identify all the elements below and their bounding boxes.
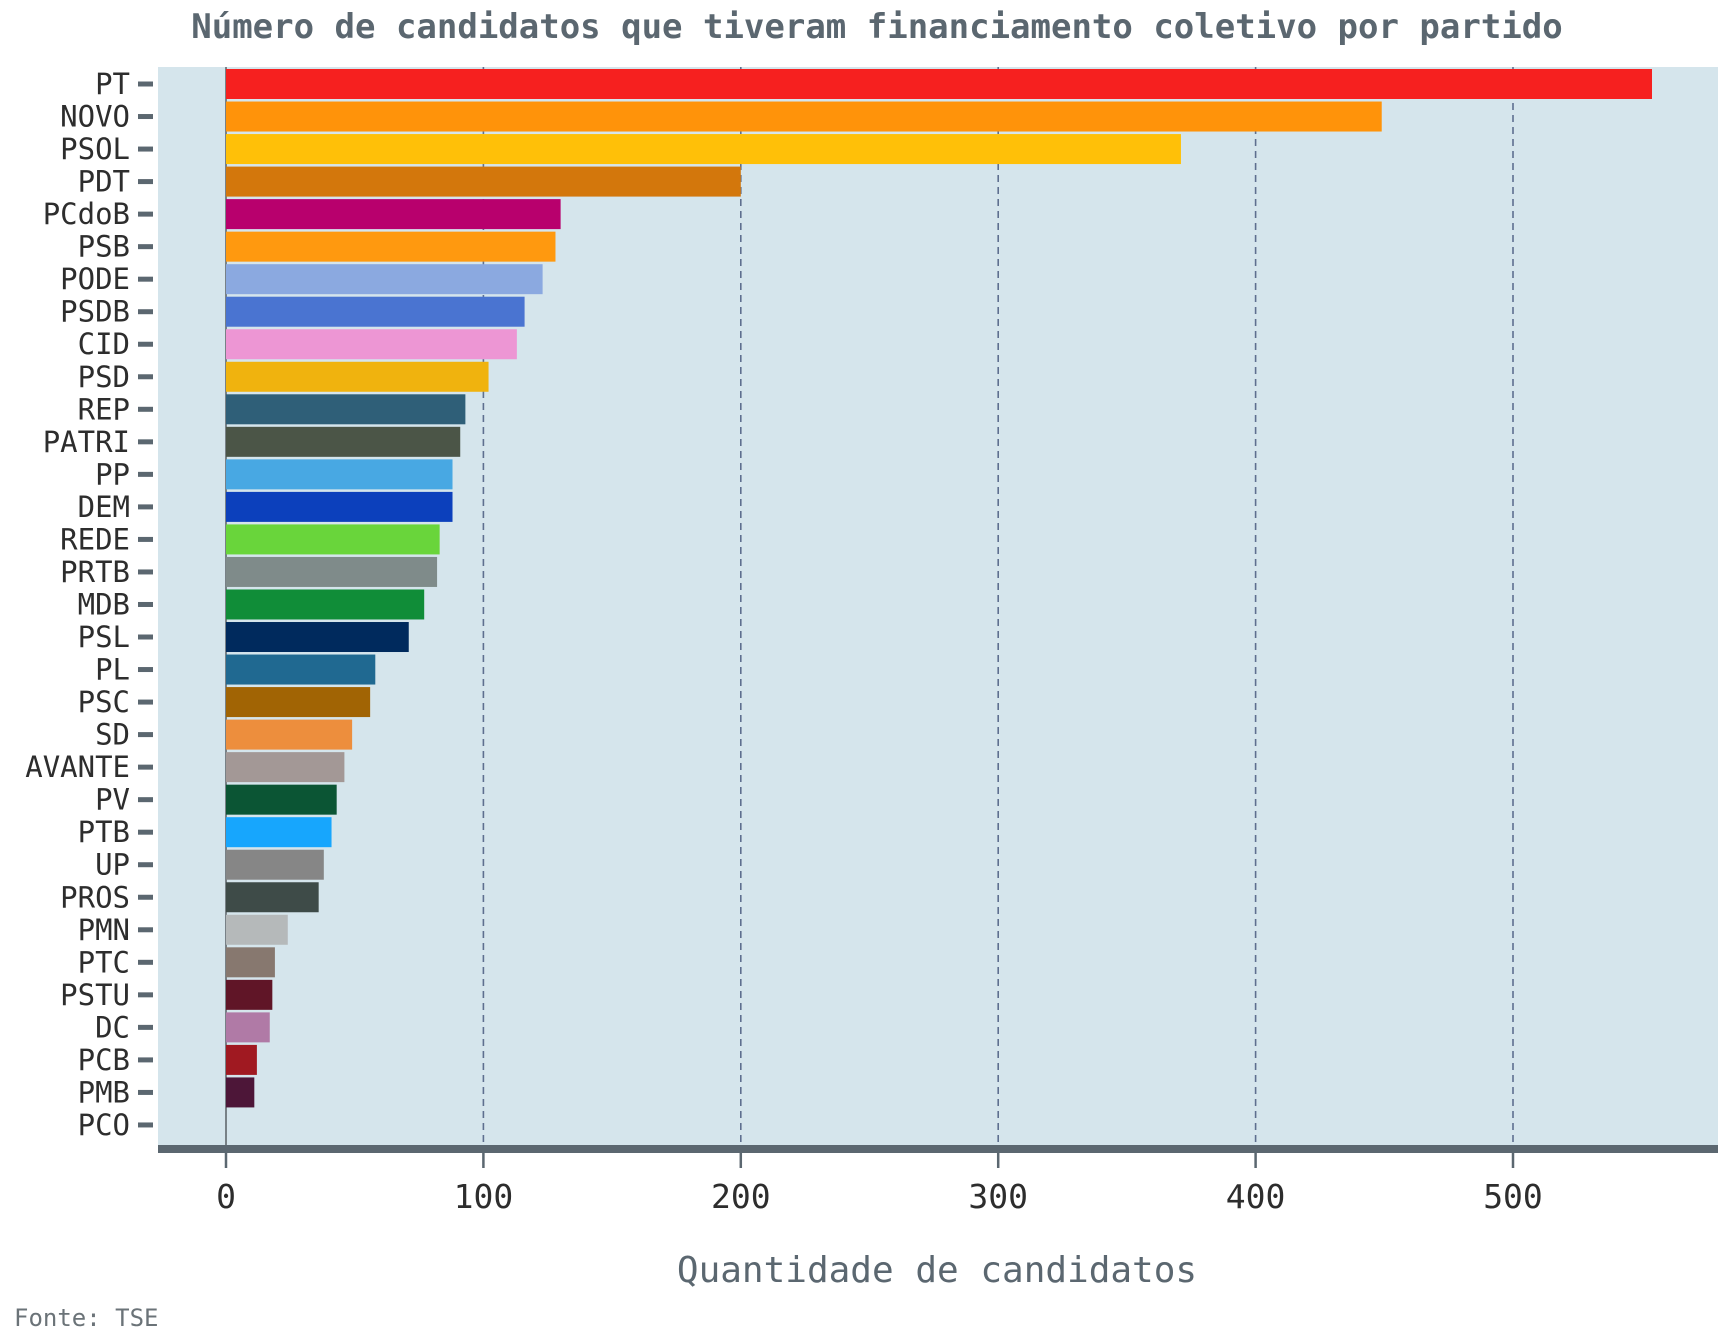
category-label: PSD — [78, 360, 130, 394]
bar-psol — [226, 134, 1181, 165]
bar-pmb — [226, 1077, 255, 1108]
category-label: PTB — [78, 815, 130, 849]
bar-avante — [226, 752, 345, 783]
bar-psc — [226, 687, 371, 718]
bar-sd — [226, 719, 353, 750]
bars — [226, 69, 1652, 1108]
category-label: PODE — [60, 262, 130, 296]
bar-pt — [226, 69, 1652, 99]
bar-prtb — [226, 556, 438, 587]
x-axis: 0 100 200 300 400 500 — [216, 1153, 1543, 1216]
x-axis-label: Quantidade de candidatos — [677, 1250, 1197, 1291]
bar-psb — [226, 231, 556, 262]
x-tick-label: 400 — [1226, 1177, 1286, 1216]
category-label: PP — [95, 457, 130, 491]
category-label: PSOL — [60, 132, 130, 166]
bar-dem — [226, 491, 453, 522]
bar-ptc — [226, 947, 275, 978]
bar-psdb — [226, 296, 525, 327]
x-tick-label: 100 — [454, 1177, 514, 1216]
bar-psl — [226, 622, 409, 653]
bar-up — [226, 849, 324, 880]
bar-mdb — [226, 589, 425, 620]
category-label: PMN — [78, 913, 130, 947]
category-label: PMB — [78, 1075, 130, 1109]
y-axis: PTNOVOPSOLPDTPCdoBPSBPODEPSDBCIDPSDREPPA… — [25, 67, 153, 1142]
x-tick-label: 200 — [711, 1177, 771, 1216]
category-label: AVANTE — [25, 750, 130, 784]
category-label: PSL — [78, 620, 130, 654]
bar-pstu — [226, 979, 273, 1010]
category-label: PSDB — [60, 295, 130, 329]
category-label: PCdoB — [43, 197, 130, 231]
chart-title: Número de candidatos que tiveram financi… — [191, 7, 1562, 47]
x-tick-label: 500 — [1483, 1177, 1543, 1216]
category-label: PCO — [78, 1108, 130, 1142]
category-label: PRTB — [60, 555, 130, 589]
bar-dc — [226, 1012, 270, 1043]
bar-ptb — [226, 817, 332, 848]
bar-pcdob — [226, 199, 561, 230]
category-label: PSTU — [60, 978, 130, 1012]
category-label: PDT — [78, 165, 130, 199]
bar-pp — [226, 459, 453, 490]
category-label: UP — [95, 848, 130, 882]
category-label: DC — [95, 1010, 130, 1044]
bar-rep — [226, 394, 466, 425]
category-label: PL — [95, 653, 130, 687]
category-label: PATRI — [43, 425, 130, 459]
bar-cid — [226, 329, 517, 360]
category-label: PCB — [78, 1043, 130, 1077]
x-tick-label: 0 — [216, 1177, 236, 1216]
bar-pmn — [226, 914, 288, 945]
source-note: Fonte: TSE — [14, 1304, 159, 1332]
category-label: PSC — [78, 685, 130, 719]
category-label: MDB — [78, 587, 130, 621]
category-label: PROS — [60, 880, 130, 914]
category-label: REP — [78, 392, 130, 426]
category-label: REDE — [60, 522, 130, 556]
category-label: PV — [95, 783, 130, 817]
bar-pl — [226, 654, 376, 685]
bar-psd — [226, 361, 489, 392]
bar-pv — [226, 784, 337, 815]
bar-novo — [226, 101, 1382, 132]
bar-pdt — [226, 166, 741, 197]
bar-pode — [226, 264, 543, 295]
category-label: NOVO — [60, 100, 130, 134]
bar-pcb — [226, 1044, 257, 1075]
bar-rede — [226, 524, 440, 555]
category-label: CID — [78, 327, 130, 361]
category-label: DEM — [78, 490, 130, 524]
x-tick-label: 300 — [968, 1177, 1028, 1216]
category-label: SD — [95, 718, 130, 752]
bar-pros — [226, 882, 319, 913]
category-label: PT — [95, 67, 130, 101]
category-label: PSB — [78, 230, 130, 264]
category-label: PTC — [78, 945, 130, 979]
bar-patri — [226, 426, 461, 457]
